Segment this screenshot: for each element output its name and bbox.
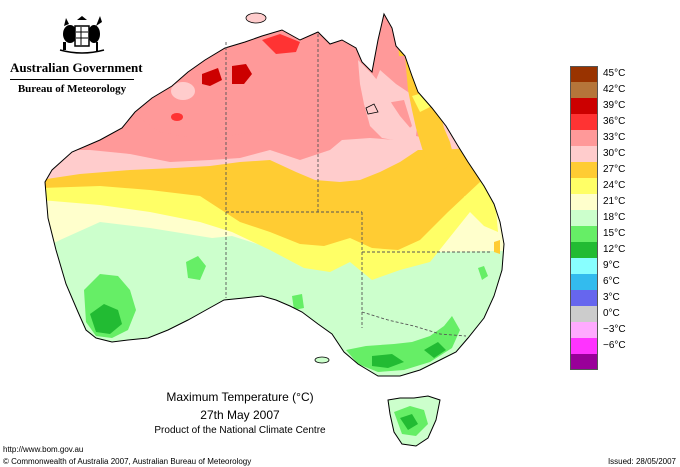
legend-swatch [570, 66, 598, 82]
tasmania-12 [400, 414, 418, 430]
legend-swatch [570, 322, 598, 338]
legend-swatch [570, 146, 598, 162]
legend-label: 36°C [603, 116, 626, 127]
legend-label: 39°C [603, 100, 626, 111]
map-caption: Maximum Temperature (°C) 27th May 2007 P… [120, 388, 360, 438]
cape-york-30 [358, 60, 412, 142]
sa-15-patch [292, 294, 304, 310]
islands [245, 12, 379, 364]
vic-12a [372, 354, 404, 368]
vic-12b [424, 342, 446, 358]
legend-label: −3°C [603, 324, 626, 335]
legend-swatch [570, 258, 598, 274]
tasmania [387, 395, 441, 447]
wa-15-patch [186, 256, 206, 280]
mornington-island [365, 103, 379, 115]
emu-icon [88, 25, 100, 43]
legend-swatch [570, 194, 598, 210]
state-borders [225, 34, 490, 337]
shield-icon [74, 25, 90, 47]
melville-island [245, 12, 267, 24]
legend-swatch [570, 290, 598, 306]
kangaroo-island [314, 356, 330, 364]
legend-swatch [570, 82, 598, 98]
legend-swatch [570, 354, 598, 370]
legend-swatch [570, 98, 598, 114]
footer-url[interactable]: http://www.bom.gov.au [3, 445, 84, 454]
qld-coast-24 [464, 196, 498, 232]
hot-spot-36b [171, 113, 183, 121]
legend-swatch [570, 306, 598, 322]
legend-label: 24°C [603, 180, 626, 191]
kimberley-cool-patch [171, 82, 195, 100]
legend-swatch [570, 130, 598, 146]
legend-label: 21°C [603, 196, 626, 207]
legend-label: 0°C [603, 308, 620, 319]
legend-label: 3°C [603, 292, 620, 303]
hot-spot-39b [232, 64, 252, 84]
legend-swatch [570, 338, 598, 354]
legend-swatch [570, 178, 598, 194]
legend-label: 9°C [603, 260, 620, 271]
legend-swatch [570, 162, 598, 178]
legend-swatch [570, 210, 598, 226]
legend-swatch [570, 242, 598, 258]
nsw-15 [478, 266, 488, 280]
legend-label: 18°C [603, 212, 626, 223]
legend-swatch [570, 274, 598, 290]
footer-issued: Issued: 28/05/2007 [607, 457, 676, 466]
legend-label: 42°C [603, 84, 626, 95]
legend-label: 6°C [603, 276, 620, 287]
legend-swatch [570, 226, 598, 242]
hot-spot-39a [202, 68, 222, 86]
legend-label: 12°C [603, 244, 626, 255]
map-date: 27th May 2007 [200, 408, 280, 422]
nsw-coast-27 [494, 240, 500, 254]
agency-name: Australian Government [10, 60, 143, 75]
legend-label: 33°C [603, 132, 626, 143]
legend-label: 45°C [603, 68, 626, 79]
kangaroo-icon [63, 25, 77, 43]
sw-wa-12 [90, 304, 122, 334]
footer-copyright: © Commonwealth of Australia 2007, Austra… [3, 457, 252, 466]
map-title: Maximum Temperature (°C) [166, 390, 314, 404]
map-product: Product of the National Climate Centre [154, 425, 326, 436]
legend-label: −6°C [603, 340, 626, 351]
cape-tip-27 [398, 40, 405, 56]
hot-spot-36 [262, 34, 300, 54]
coastline [44, 12, 505, 377]
agency-block: Australian Government Bureau of Meteorol… [10, 12, 143, 95]
legend-label: 15°C [603, 228, 626, 239]
bureau-name: Bureau of Meteorology [17, 83, 127, 95]
legend-swatch [570, 114, 598, 130]
government-crest [59, 16, 105, 54]
legend-label: 30°C [603, 148, 626, 159]
legend-label: 27°C [603, 164, 626, 175]
agency-divider [10, 79, 134, 80]
star-icon [77, 16, 87, 20]
